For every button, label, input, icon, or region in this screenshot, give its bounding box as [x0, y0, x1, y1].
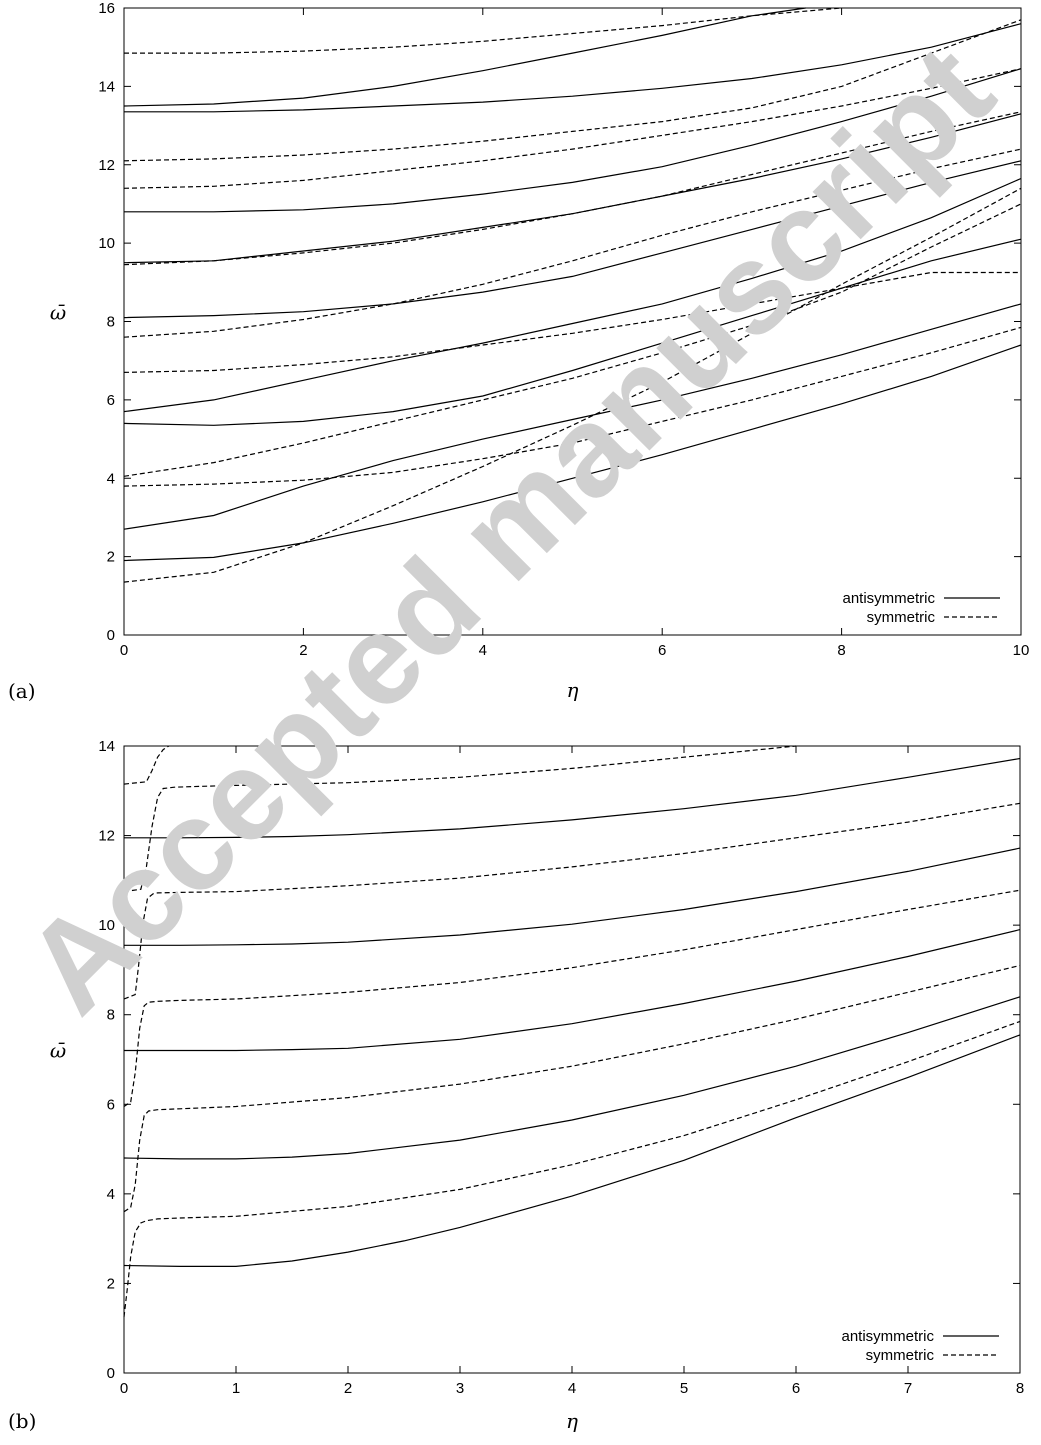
antisymmetric-curve — [124, 68, 1022, 213]
symmetric-curve — [123, 148, 1022, 338]
x-tick-label: 6 — [658, 642, 666, 659]
x-tick-label: 7 — [904, 1380, 912, 1397]
symmetric-curve — [123, 964, 1021, 1213]
antisymmetric-curve — [123, 1034, 1021, 1268]
y-axis-label: ω̄ — [50, 1039, 66, 1063]
x-tick-label: 4 — [479, 642, 487, 659]
symmetric-curve — [123, 326, 1022, 487]
y-axis-label: ω̄ — [50, 301, 66, 325]
antisymmetric-curve — [123, 303, 1022, 530]
x-axis-label: η — [567, 678, 579, 702]
legend-label: symmetric — [866, 1347, 935, 1364]
antisymmetric-curve — [123, 238, 1022, 426]
y-tick-label: 12 — [98, 157, 115, 174]
symmetric-curve — [123, 1020, 1021, 1318]
x-tick-label: 2 — [344, 1380, 352, 1397]
y-tick-label: 14 — [98, 738, 115, 755]
antisymmetric-curve — [123, 7, 806, 107]
y-tick-label: 14 — [98, 78, 115, 95]
y-tick-label: 4 — [107, 470, 115, 487]
y-tick-label: 16 — [98, 0, 115, 17]
symmetric-curve — [123, 889, 1021, 1107]
antisymmetric-curve — [123, 177, 1022, 413]
x-tick-label: 8 — [1016, 1380, 1024, 1397]
y-tick-label: 4 — [107, 1186, 115, 1203]
x-tick-label: 3 — [456, 1380, 464, 1397]
y-tick-label: 0 — [107, 627, 115, 644]
y-tick-label: 2 — [107, 1275, 115, 1292]
antisymmetric-curve — [124, 929, 1021, 1052]
legend-label: symmetric — [867, 609, 936, 626]
symmetric-curve — [123, 802, 1021, 1000]
x-tick-label: 0 — [120, 642, 128, 659]
symmetric-curve — [123, 271, 1021, 373]
y-tick-label: 6 — [107, 392, 115, 409]
legend-label: antisymmetric — [841, 1328, 934, 1345]
y-tick-label: 10 — [98, 917, 115, 934]
y-tick-label: 10 — [98, 235, 115, 252]
y-tick-label: 6 — [107, 1096, 115, 1113]
y-tick-label: 0 — [107, 1365, 115, 1382]
panel-a: 0 2 4 6 8 10 0 2 4 6 8 10 12 14 16 antisymmetric symmetr… — [8, 0, 1029, 703]
symmetric-curve — [123, 111, 1022, 266]
antisymmetric-curve — [124, 757, 1021, 839]
antisymmetric-curve — [123, 160, 1022, 319]
symmetric-curve — [123, 68, 1022, 189]
antisymmetric-curve — [124, 23, 1022, 113]
antisymmetric-curve — [124, 847, 1021, 946]
antisymmetric-curve — [123, 344, 1022, 562]
watermark: Accepted manuscript — [0, 18, 1020, 1040]
symmetric-curve — [123, 203, 1022, 477]
y-tick-label: 8 — [107, 314, 115, 331]
symmetric-curve — [123, 745, 797, 893]
x-tick-label: 5 — [680, 1380, 688, 1397]
legend-label: antisymmetric — [842, 590, 935, 607]
y-tick-label: 2 — [107, 549, 115, 566]
symmetric-curve — [123, 19, 1022, 162]
symmetric-curve — [123, 187, 1022, 583]
y-tick-label: 8 — [107, 1007, 115, 1024]
panel-b: 0 1 2 3 4 5 6 7 802468101214antisymmetricsymmetr… — [8, 738, 1024, 1433]
x-axis-label: η — [566, 1409, 578, 1433]
x-tick-label: 0 — [120, 1380, 128, 1397]
panel-label: (a) — [8, 679, 36, 703]
panel-label: (b) — [8, 1409, 36, 1433]
x-tick-label: 8 — [837, 642, 845, 659]
antisymmetric-curve — [123, 996, 1021, 1160]
x-tick-label: 6 — [792, 1380, 800, 1397]
y-tick-label: 12 — [98, 828, 115, 845]
x-tick-label: 2 — [299, 642, 307, 659]
x-tick-label: 10 — [1013, 642, 1030, 659]
x-tick-label: 1 — [232, 1380, 240, 1397]
symmetric-curve — [123, 745, 170, 785]
x-tick-label: 4 — [568, 1380, 576, 1397]
